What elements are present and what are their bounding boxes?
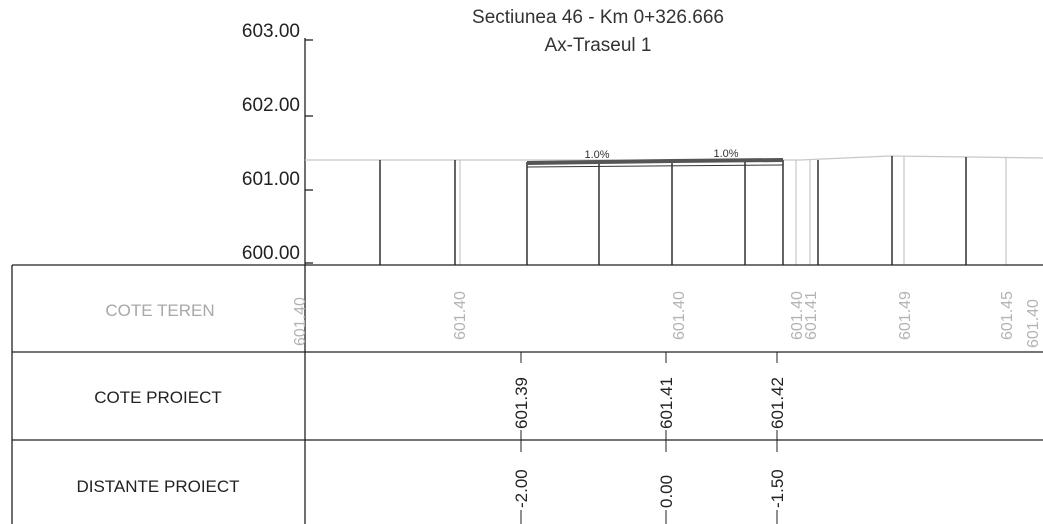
slope-label-left: 1.0% [584,149,609,161]
section-subtitle: Ax-Traseul 1 [545,35,652,56]
terrain-value: 601.40 [1025,299,1042,348]
terrain-value: 601.40 [292,297,309,346]
section-title: Sectiunea 46 - Km 0+326.666 [472,7,724,28]
terrain-value: 601.49 [897,291,914,340]
design-distance-value: -2.00 [512,469,531,508]
design-distance-values: -2.00 0.00 -1.50 [512,440,787,524]
terrain-value: 601.40 [671,291,688,340]
design-surface-underline [526,164,784,168]
terrain-values: 601.40 601.40 601.40 601.40 601.41 601.4… [292,291,1042,348]
design-surface-line [526,158,784,165]
design-distance-value: 0.00 [657,475,676,508]
row-label-cote-teren: COTE TEREN [105,301,214,320]
axis-label-603: 603.00 [242,21,300,42]
terrain-value: 601.40 [789,291,806,340]
design-elevation-value: 601.39 [512,377,531,429]
data-table-grid [11,264,1043,524]
elevation-axis: 603.00 602.00 601.00 600.00 [242,21,313,265]
design-distance-value: -1.50 [768,469,787,508]
axis-label-600: 600.00 [242,243,300,264]
design-elevation-values: 601.39 601.41 601.42 [512,352,787,440]
section-verticals [379,156,967,265]
design-elevation-value: 601.41 [657,377,676,429]
slope-label-right: 1.0% [713,148,738,160]
design-profile: 1.0% 1.0% [526,148,784,168]
row-label-distante-proiect: DISTANTE PROIECT [76,477,239,496]
terrain-verticals [459,156,1007,265]
terrain-value: 601.45 [999,291,1016,340]
terrain-value: 601.40 [452,291,469,340]
design-elevation-value: 601.42 [768,377,787,429]
row-label-cote-proiect: COTE PROIECT [94,388,222,407]
axis-label-601: 601.00 [242,169,300,190]
terrain-value: 601.41 [803,291,820,340]
axis-label-602: 602.00 [242,95,300,116]
